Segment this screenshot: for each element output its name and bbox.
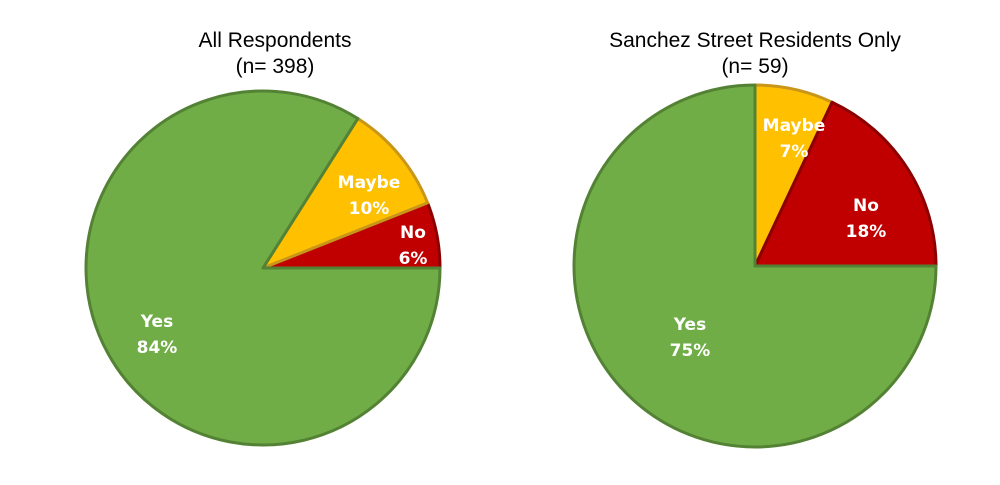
- pie-slice-maybe: [261, 117, 430, 270]
- slice-value-label-no: 6%: [399, 249, 428, 269]
- chart-title: All Respondents: [199, 29, 352, 52]
- pie-slices: [572, 83, 938, 449]
- slice-value-label-yes: 84%: [137, 338, 178, 358]
- slice-category-label-yes: Yes: [673, 315, 706, 335]
- slice-value-label-no: 18%: [846, 222, 887, 242]
- slice-category-label-maybe: Maybe: [338, 173, 401, 193]
- chart-title: Sanchez Street Residents Only: [609, 29, 901, 52]
- pie-chart-sanchez-street: Sanchez Street Residents Only (n= 59) Ma…: [572, 29, 938, 449]
- pie-labels: Maybe 10% No 6% Yes 84%: [137, 173, 428, 358]
- slice-value-label-maybe: 10%: [349, 199, 390, 219]
- slice-category-label-maybe: Maybe: [763, 116, 826, 136]
- chart-subtitle: (n= 59): [721, 55, 788, 78]
- pie-slices: [84, 89, 442, 447]
- slice-category-label-no: No: [853, 196, 879, 216]
- pie-labels: Maybe 7% No 18% Yes 75%: [670, 116, 887, 361]
- slice-value-label-yes: 75%: [670, 341, 711, 361]
- pie-slice-no: [753, 100, 938, 268]
- chart-subtitle: (n= 398): [236, 55, 315, 78]
- pie-slice-yes: [84, 89, 442, 447]
- pie-chart-all-respondents: All Respondents (n= 398) Maybe 10% No 6% Yes…: [84, 29, 442, 447]
- pie-slice-yes: [572, 83, 938, 449]
- slice-value-label-maybe: 7%: [780, 142, 809, 162]
- slice-category-label-yes: Yes: [140, 312, 173, 332]
- slice-category-label-no: No: [400, 223, 426, 243]
